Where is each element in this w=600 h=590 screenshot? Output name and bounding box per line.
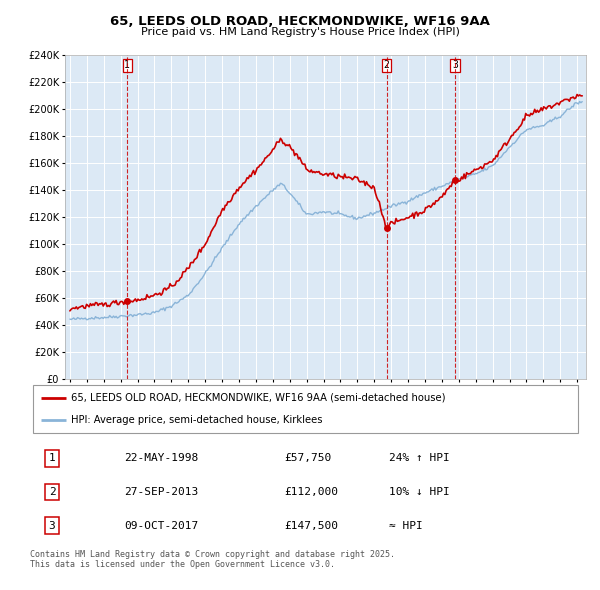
Text: £112,000: £112,000: [284, 487, 338, 497]
Text: 2: 2: [49, 487, 55, 497]
Text: 2: 2: [384, 60, 389, 70]
Text: 27-SEP-2013: 27-SEP-2013: [124, 487, 198, 497]
Text: 1: 1: [124, 60, 130, 70]
Text: 3: 3: [452, 60, 458, 70]
Text: Price paid vs. HM Land Registry's House Price Index (HPI): Price paid vs. HM Land Registry's House …: [140, 27, 460, 37]
Text: 65, LEEDS OLD ROAD, HECKMONDWIKE, WF16 9AA: 65, LEEDS OLD ROAD, HECKMONDWIKE, WF16 9…: [110, 15, 490, 28]
Text: 22-MAY-1998: 22-MAY-1998: [124, 454, 198, 464]
Text: £57,750: £57,750: [284, 454, 331, 464]
Text: HPI: Average price, semi-detached house, Kirklees: HPI: Average price, semi-detached house,…: [71, 415, 323, 425]
FancyBboxPatch shape: [33, 385, 578, 432]
Text: 65, LEEDS OLD ROAD, HECKMONDWIKE, WF16 9AA (semi-detached house): 65, LEEDS OLD ROAD, HECKMONDWIKE, WF16 9…: [71, 392, 446, 402]
Text: 24% ↑ HPI: 24% ↑ HPI: [389, 454, 449, 464]
Text: 1: 1: [49, 454, 55, 464]
Text: £147,500: £147,500: [284, 520, 338, 530]
Text: ≈ HPI: ≈ HPI: [389, 520, 422, 530]
Text: 09-OCT-2017: 09-OCT-2017: [124, 520, 198, 530]
Text: 3: 3: [49, 520, 55, 530]
Text: 10% ↓ HPI: 10% ↓ HPI: [389, 487, 449, 497]
Text: Contains HM Land Registry data © Crown copyright and database right 2025.
This d: Contains HM Land Registry data © Crown c…: [30, 550, 395, 569]
